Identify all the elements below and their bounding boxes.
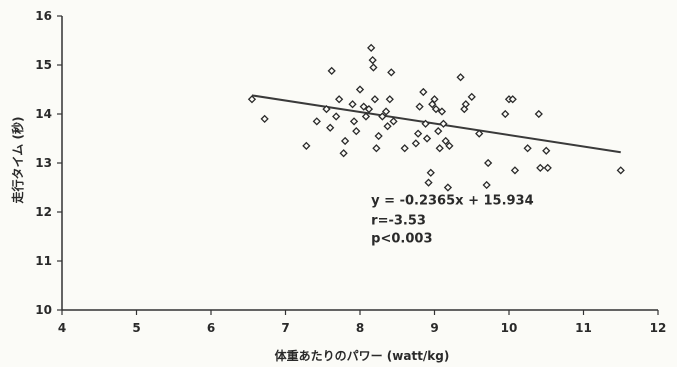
axes: 4 5 6 7 8 9 10 11 12 10 11 12 13 14 15 16	[35, 9, 666, 335]
data-point	[543, 163, 552, 173]
x-tick-label: 10	[501, 321, 518, 335]
data-point	[400, 144, 409, 153]
data-point	[385, 95, 394, 104]
x-tick-label: 8	[356, 321, 364, 335]
data-point	[422, 134, 432, 143]
data-point	[415, 102, 424, 111]
data-point	[374, 131, 383, 141]
data-point	[411, 139, 420, 148]
data-point	[302, 141, 311, 150]
data-point	[434, 127, 443, 136]
data-point	[260, 114, 269, 124]
data-point	[322, 104, 331, 114]
y-tick-label: 15	[35, 58, 52, 72]
data-point	[508, 95, 517, 104]
x-tick-label: 4	[58, 321, 66, 335]
data-point	[383, 122, 392, 131]
x-axis-title: 体重あたりのパワー (watt/kg)	[275, 348, 450, 363]
data-point	[542, 146, 551, 155]
data-point	[536, 163, 545, 173]
data-point	[372, 144, 381, 153]
data-point	[431, 104, 441, 114]
data-point	[387, 68, 396, 77]
y-tick-label: 14	[35, 107, 52, 121]
data-point	[326, 123, 335, 132]
x-tick-label: 7	[281, 321, 289, 335]
data-point	[367, 43, 376, 52]
data-point	[312, 117, 321, 126]
data-point	[439, 119, 448, 128]
data-point	[534, 109, 543, 119]
data-point	[430, 95, 439, 104]
data-point	[389, 117, 398, 126]
data-point	[361, 112, 371, 121]
stats-annotation: r=-3.53	[371, 213, 426, 228]
y-axis-title: 走行タイム (秒)	[10, 117, 25, 204]
data-point	[339, 149, 348, 158]
data-point	[368, 55, 377, 65]
data-point	[247, 95, 257, 104]
data-point	[616, 166, 625, 175]
trendline-group	[251, 94, 621, 154]
data-point	[501, 109, 510, 119]
data-point	[467, 92, 476, 101]
data-point	[456, 73, 465, 82]
data-point	[413, 129, 423, 138]
stats-annotation: y = -0.2365x + 15.934	[371, 194, 533, 209]
data-point	[378, 112, 387, 121]
data-point	[523, 144, 532, 153]
x-tick-label: 5	[132, 321, 140, 335]
data-point	[482, 180, 491, 190]
data-point	[327, 66, 336, 75]
x-tick-label: 9	[430, 321, 438, 335]
trendline	[251, 94, 621, 154]
x-tick-label: 12	[650, 321, 667, 335]
data-point	[381, 107, 391, 116]
data-point	[435, 144, 444, 153]
annotations: y = -0.2365x + 15.934 r=-3.53 p<0.003	[371, 194, 533, 247]
data-point	[437, 107, 447, 116]
data-point	[340, 136, 350, 146]
y-tick-label: 12	[35, 205, 52, 219]
data-point	[484, 158, 493, 168]
data-point	[443, 183, 453, 192]
x-tick-label: 6	[207, 321, 215, 335]
data-point	[370, 95, 380, 104]
y-tick-label: 11	[35, 254, 52, 268]
data-point	[461, 100, 470, 109]
data-point	[335, 95, 344, 104]
data-point	[426, 168, 435, 177]
data-point	[475, 129, 484, 138]
stats-annotation: p<0.003	[371, 231, 432, 246]
data-point	[352, 127, 361, 136]
data-points	[247, 43, 625, 192]
data-point	[441, 136, 450, 146]
x-tick-label: 11	[575, 321, 592, 335]
y-tick-label: 13	[35, 156, 52, 170]
data-point	[332, 112, 341, 121]
data-point	[355, 85, 365, 94]
data-point	[369, 63, 378, 72]
data-point	[510, 166, 520, 175]
data-point	[421, 119, 430, 128]
data-point	[364, 104, 374, 114]
data-point	[359, 102, 368, 111]
data-point	[424, 178, 433, 187]
data-point	[445, 141, 454, 150]
data-point	[419, 87, 428, 97]
data-point	[348, 100, 357, 109]
y-tick-label: 16	[35, 9, 52, 23]
y-tick-label: 10	[35, 303, 52, 317]
data-point	[349, 117, 359, 126]
